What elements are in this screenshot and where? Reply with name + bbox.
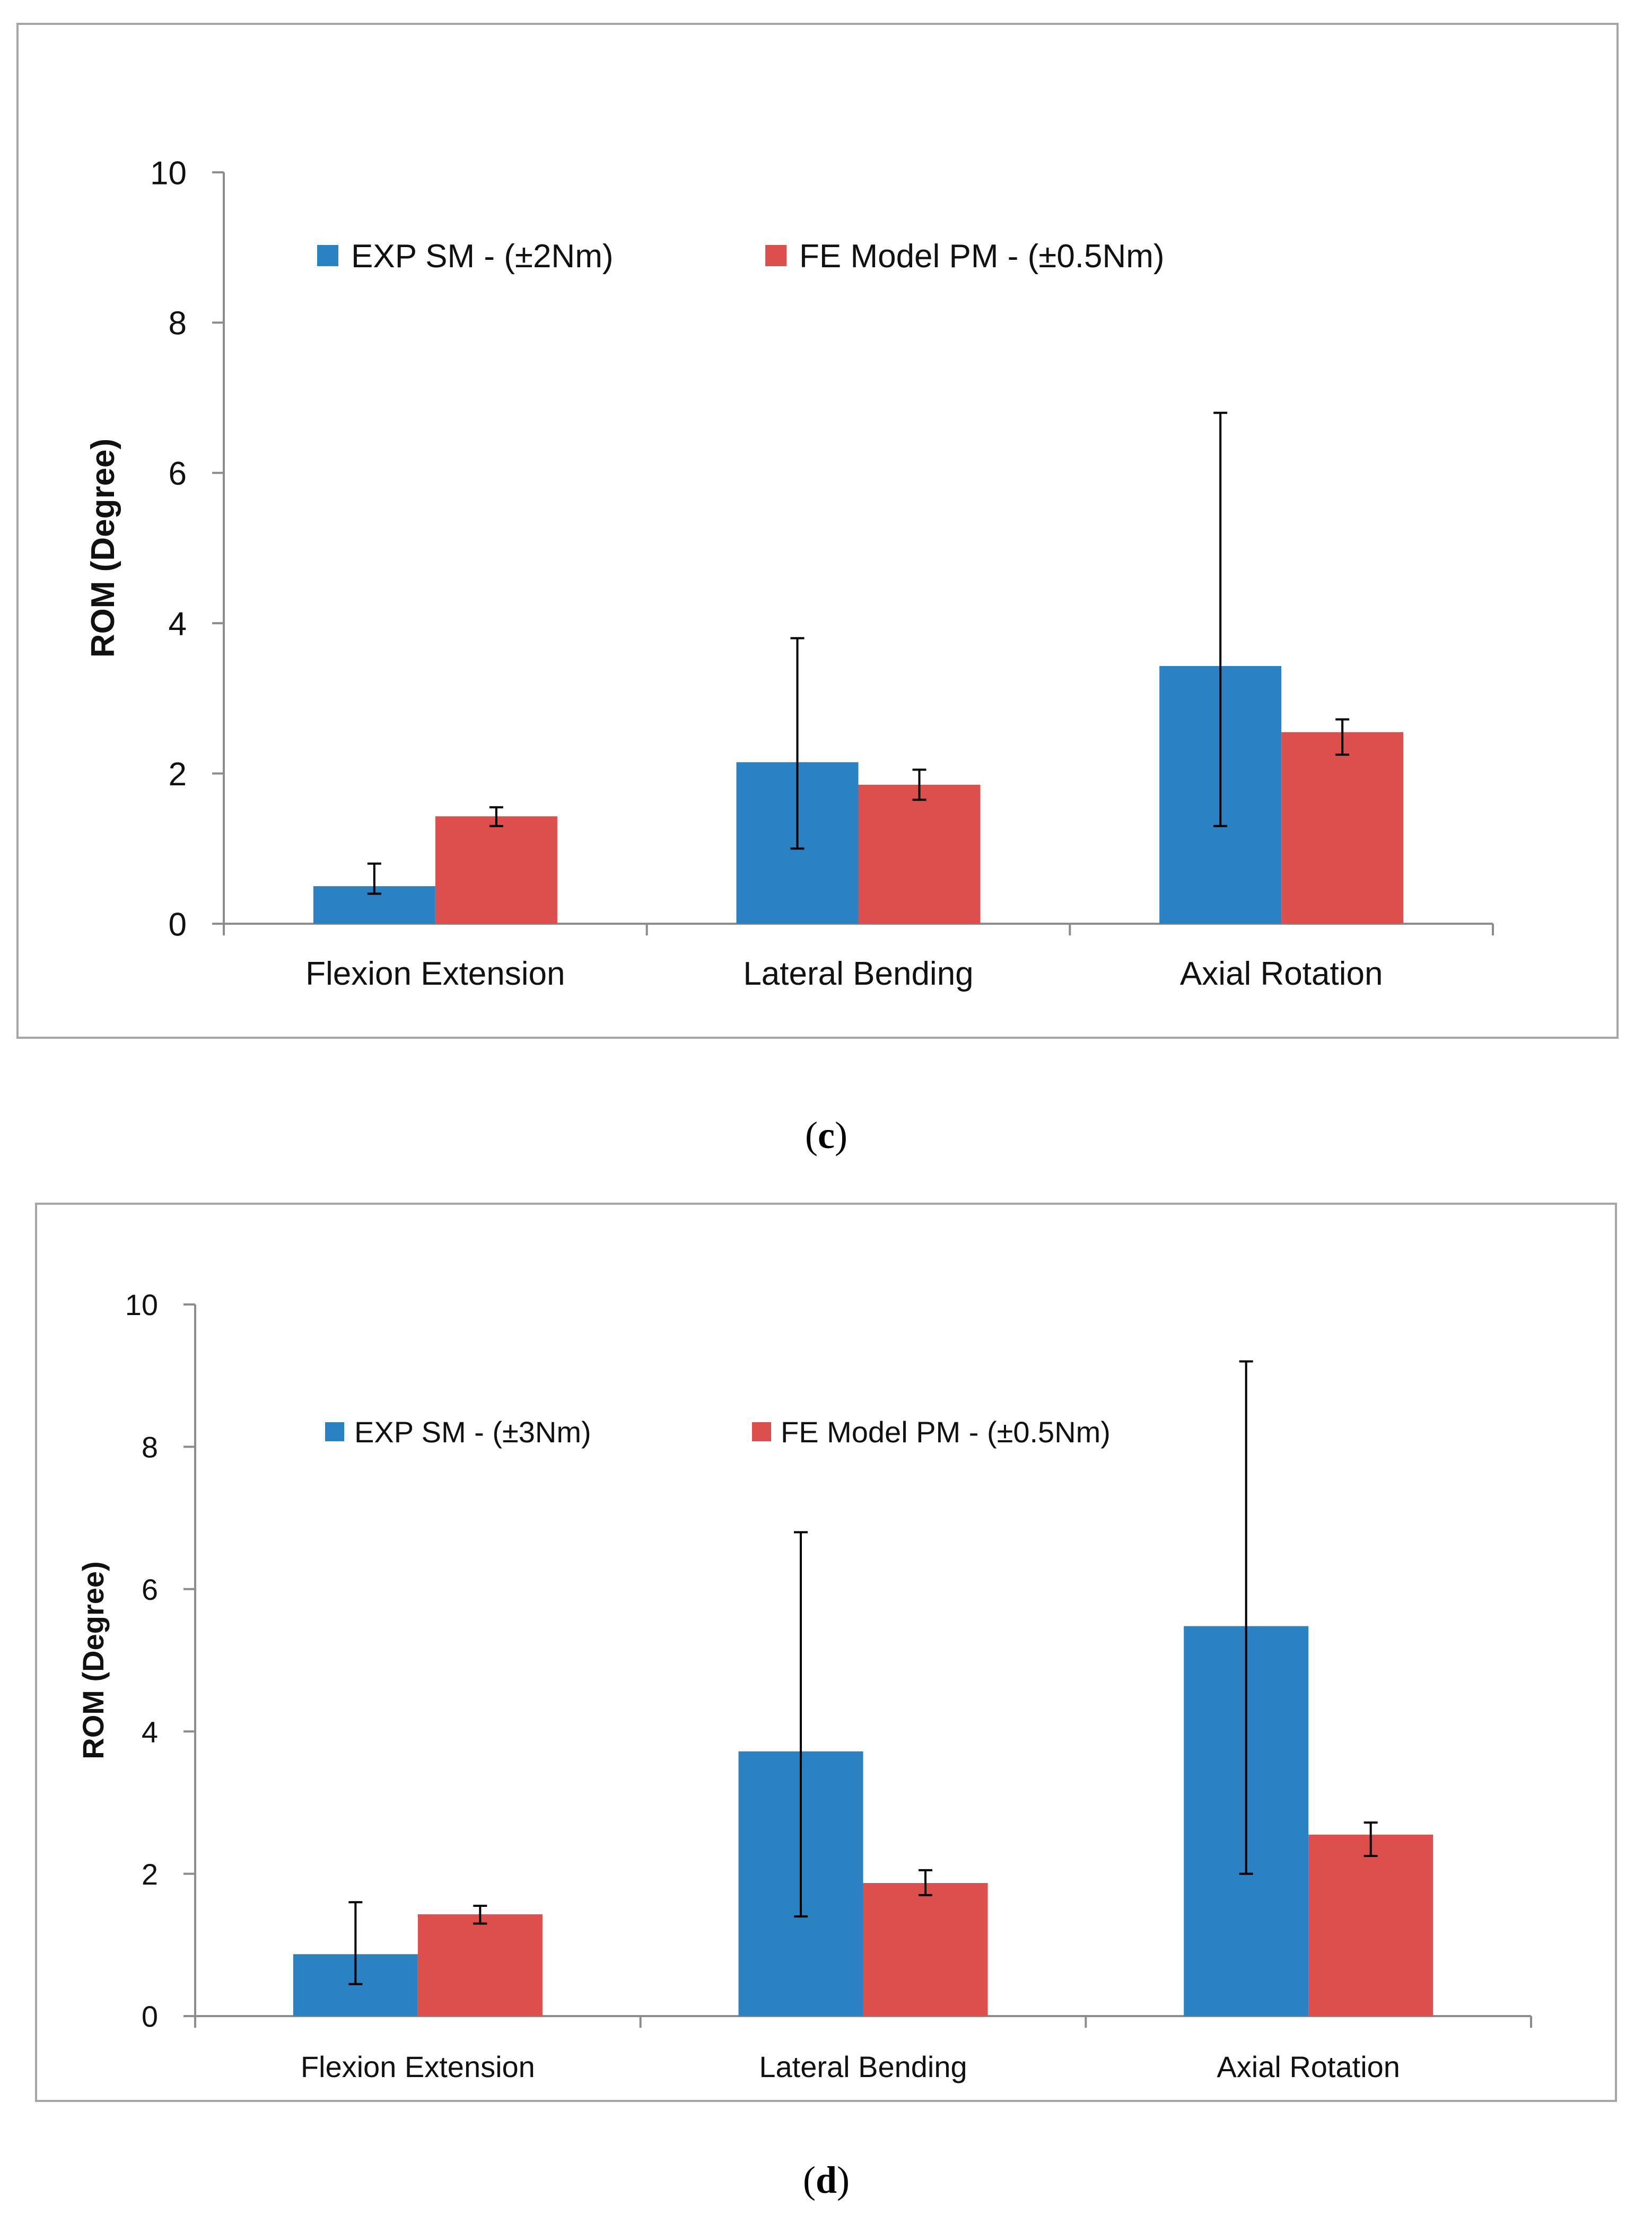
y-tick-label: 2 — [142, 1858, 158, 1891]
x-category-label: Axial Rotation — [1217, 2050, 1400, 2083]
bar-fe — [435, 816, 557, 924]
y-axis-title: ROM (Degree) — [76, 1561, 110, 1759]
legend-swatch — [765, 245, 786, 266]
y-tick-label: 10 — [125, 1288, 158, 1321]
x-category-label: Lateral Bending — [743, 956, 973, 992]
bar-fe — [417, 1914, 543, 2016]
x-category-label: Flexion Extension — [305, 956, 565, 992]
y-tick-label: 8 — [142, 1431, 158, 1464]
y-axis-title: ROM (Degree) — [85, 439, 121, 658]
x-category-label: Lateral Bending — [759, 2050, 967, 2083]
x-category-label: Axial Rotation — [1180, 956, 1383, 992]
chart-frame — [35, 1203, 1617, 2102]
y-tick-label: 0 — [142, 2000, 158, 2033]
y-tick-label: 4 — [169, 606, 187, 643]
legend-label: FE Model PM - (±0.5Nm) — [781, 1415, 1111, 1449]
y-tick-label: 6 — [142, 1573, 158, 1606]
bar-fe — [1281, 732, 1404, 924]
x-category-label: Flexion Extension — [301, 2050, 535, 2083]
legend-swatch — [317, 245, 338, 266]
y-tick-label: 6 — [169, 456, 187, 492]
y-tick-label: 10 — [150, 155, 187, 191]
legend-label: EXP SM - (±3Nm) — [354, 1415, 591, 1449]
caption-d: (d) — [802, 2159, 850, 2201]
caption-c: (c) — [805, 1114, 847, 1157]
y-tick-label: 0 — [169, 906, 187, 943]
bar-fe — [858, 784, 981, 924]
y-tick-label: 4 — [142, 1715, 158, 1748]
y-tick-label: 8 — [169, 305, 187, 342]
legend-label: EXP SM - (±2Nm) — [351, 238, 614, 275]
bar-fe — [1308, 1834, 1434, 2016]
y-tick-label: 2 — [169, 756, 187, 793]
legend-label: FE Model PM - (±0.5Nm) — [799, 238, 1165, 275]
chart-panel-d: 0 2 4 6 8 10 ROM (Degree) Flexion Extension Late… — [35, 1203, 1617, 2102]
bar-fe — [863, 1883, 988, 2016]
chart-frame — [16, 23, 1619, 1039]
legend-swatch — [752, 1422, 771, 1441]
legend-swatch — [325, 1422, 344, 1441]
chart-panel-c: 0 2 4 6 8 10 ROM (Degree) Flexion Extension Late… — [16, 23, 1619, 1039]
